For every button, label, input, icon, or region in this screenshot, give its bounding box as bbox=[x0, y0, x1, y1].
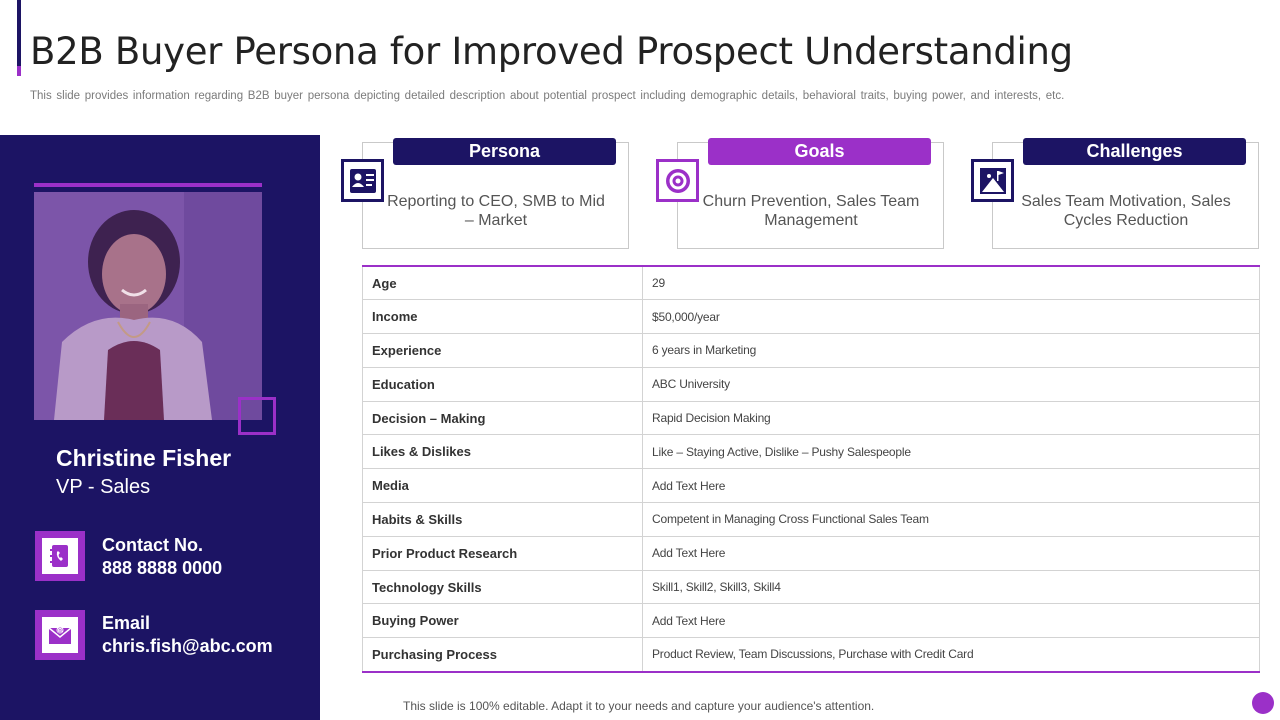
table-row: Buying Power Add Text Here bbox=[362, 603, 1260, 639]
row-label: Likes & Dislikes bbox=[362, 434, 643, 470]
summit-flag-icon bbox=[979, 167, 1006, 194]
email-icon-box: @ bbox=[35, 610, 85, 660]
challenges-card-text: Sales Team Motivation, Sales Cycles Redu… bbox=[1021, 193, 1231, 229]
table-row: Likes & Dislikes Like – Staying Active, D… bbox=[362, 434, 1260, 470]
row-label: Decision – Making bbox=[362, 401, 643, 436]
goals-icon-box bbox=[656, 159, 699, 202]
persona-icon-box bbox=[341, 159, 384, 202]
contact-label: Contact No. bbox=[102, 535, 203, 555]
persona-card-text: Reporting to CEO, SMB to Mid – Market bbox=[387, 193, 605, 229]
page-title: B2B Buyer Persona for Improved Prospect … bbox=[30, 30, 1073, 73]
table-row: Decision – Making Rapid Decision Making bbox=[362, 401, 1260, 436]
row-value: Competent in Managing Cross Functional S… bbox=[642, 502, 1260, 537]
row-value: Add Text Here bbox=[642, 468, 1260, 504]
corner-dot-decoration bbox=[1252, 692, 1274, 714]
row-label: Experience bbox=[362, 333, 643, 368]
table-row: Media Add Text Here bbox=[362, 468, 1260, 504]
email-value[interactable]: chris.fish@abc.com bbox=[102, 636, 273, 656]
svg-text:@: @ bbox=[57, 627, 63, 634]
person-portrait-icon bbox=[34, 192, 262, 420]
table-row: Technology Skills Skill1, Skill2, Skill3,… bbox=[362, 570, 1260, 605]
row-value: Add Text Here bbox=[642, 536, 1260, 571]
table-row: Age 29 bbox=[362, 266, 1260, 301]
target-icon bbox=[665, 168, 690, 193]
envelope-icon: @ bbox=[48, 626, 72, 644]
row-value: Add Text Here bbox=[642, 603, 1260, 639]
persona-details-table: Age 29 Income $50,000/year Experience 6 years… bbox=[362, 265, 1260, 673]
contact-icon-box bbox=[35, 531, 85, 581]
goals-card-title: Goals bbox=[708, 138, 931, 165]
table-row: Purchasing Process Product Review, Team D… bbox=[362, 637, 1260, 672]
row-label: Media bbox=[362, 468, 643, 504]
row-label: Income bbox=[362, 299, 643, 335]
row-value: $50,000/year bbox=[642, 299, 1260, 335]
row-value: 6 years in Marketing bbox=[642, 333, 1260, 368]
page-subtitle: This slide provides information regardin… bbox=[30, 90, 1065, 102]
row-value: 29 bbox=[642, 266, 1260, 301]
row-value: Rapid Decision Making bbox=[642, 401, 1260, 436]
person-name: Christine Fisher bbox=[56, 445, 232, 471]
row-value: ABC University bbox=[642, 367, 1260, 402]
row-label: Purchasing Process bbox=[362, 637, 643, 672]
profile-panel: Christine Fisher VP - Sales Contact No. … bbox=[0, 135, 320, 720]
row-label: Prior Product Research bbox=[362, 536, 643, 571]
row-value: Like – Staying Active, Dislike – Pushy S… bbox=[642, 434, 1260, 470]
person-role: VP - Sales bbox=[56, 476, 151, 498]
table-row: Prior Product Research Add Text Here bbox=[362, 536, 1260, 571]
title-accent-bar bbox=[17, 0, 21, 76]
row-value: Product Review, Team Discussions, Purcha… bbox=[642, 637, 1260, 672]
goals-card-text: Churn Prevention, Sales Team Management bbox=[702, 193, 920, 229]
table-row: Experience 6 years in Marketing bbox=[362, 333, 1260, 368]
contact-value: 888 8888 0000 bbox=[102, 558, 223, 578]
footer-note: This slide is 100% editable. Adapt it to… bbox=[403, 699, 875, 713]
row-label: Buying Power bbox=[362, 603, 643, 639]
profile-photo bbox=[34, 192, 262, 420]
table-row: Education ABC University bbox=[362, 367, 1260, 402]
photo-accent-bar bbox=[34, 183, 262, 187]
photo-frame-decoration bbox=[238, 397, 276, 435]
table-row: Habits & Skills Competent in Managing Cro… bbox=[362, 502, 1260, 537]
row-label: Education bbox=[362, 367, 643, 402]
challenges-icon-box bbox=[971, 159, 1014, 202]
phone-book-icon bbox=[50, 545, 68, 567]
persona-card-title: Persona bbox=[393, 138, 616, 165]
row-value: Skill1, Skill2, Skill3, Skill4 bbox=[642, 570, 1260, 605]
row-label: Age bbox=[362, 266, 643, 301]
email-label: Email bbox=[102, 613, 151, 633]
row-label: Technology Skills bbox=[362, 570, 643, 605]
challenges-card-title: Challenges bbox=[1023, 138, 1246, 165]
id-card-icon bbox=[349, 168, 376, 193]
table-row: Income $50,000/year bbox=[362, 299, 1260, 335]
row-label: Habits & Skills bbox=[362, 502, 643, 537]
